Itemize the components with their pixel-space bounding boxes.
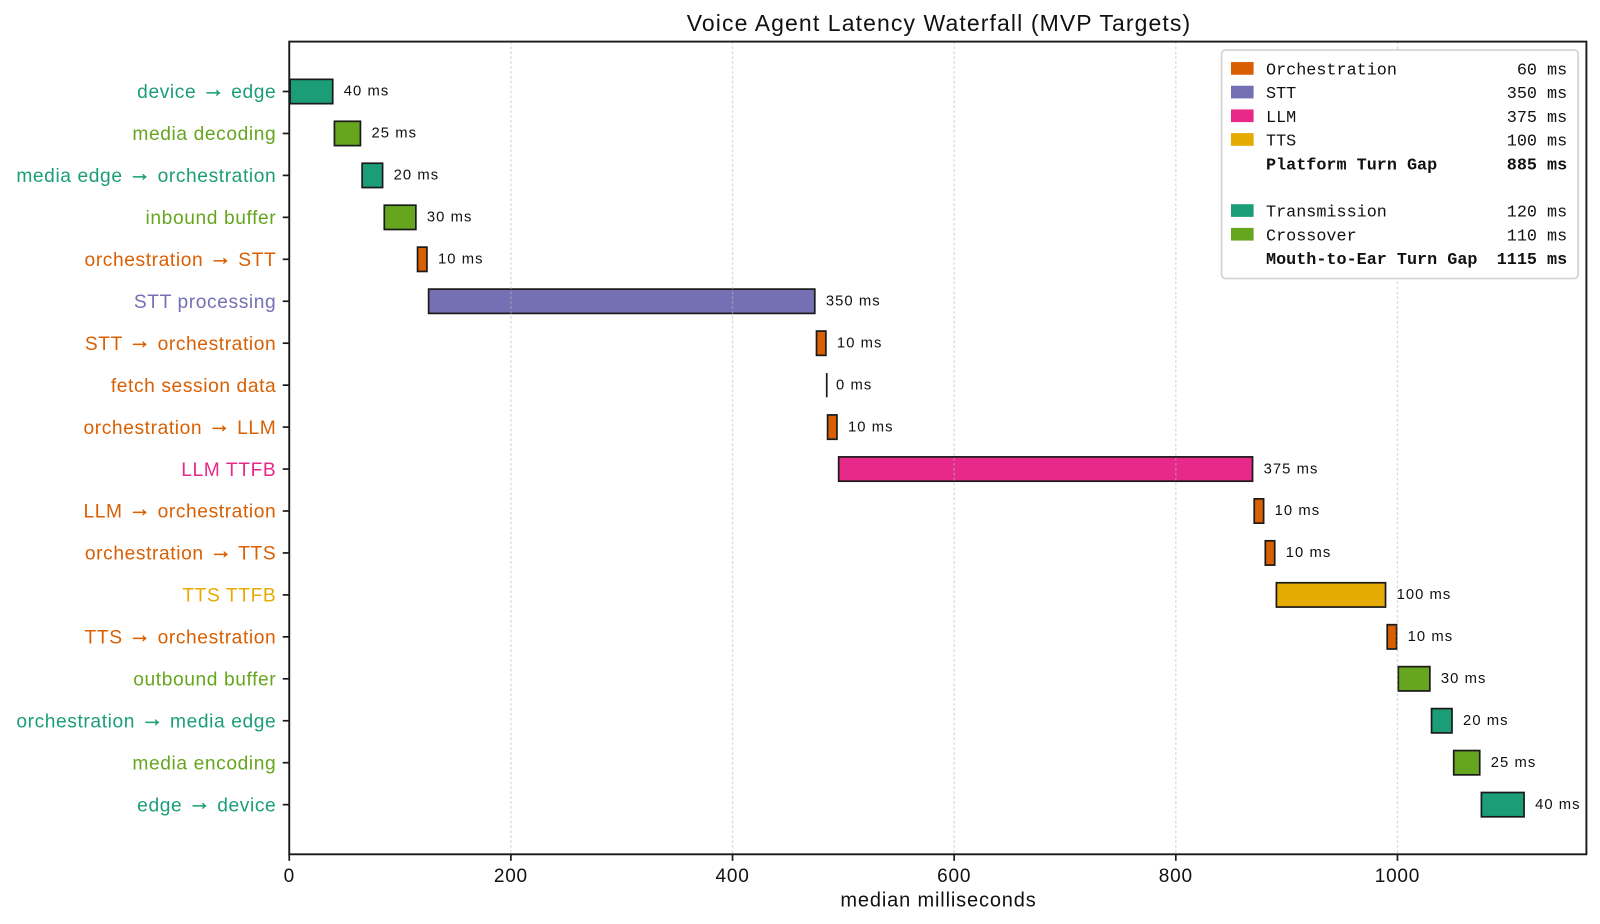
svg-text:885 ms: 885 ms [1507, 156, 1567, 175]
svg-text:TTS: TTS [1266, 133, 1296, 152]
svg-text:TTS TTFB: TTS TTFB [182, 586, 276, 607]
svg-text:350 ms: 350 ms [826, 293, 881, 309]
svg-text:Crossover: Crossover [1266, 227, 1357, 246]
svg-text:20 ms: 20 ms [394, 168, 440, 184]
svg-text:120 ms: 120 ms [1507, 204, 1567, 223]
svg-text:10 ms: 10 ms [1408, 629, 1454, 645]
svg-text:0 ms: 0 ms [836, 377, 872, 393]
svg-text:800: 800 [1159, 866, 1193, 887]
svg-text:fetch session data: fetch session data [111, 376, 276, 397]
svg-text:100 ms: 100 ms [1507, 133, 1567, 152]
svg-text:600: 600 [937, 866, 971, 887]
svg-text:1000: 1000 [1375, 866, 1420, 887]
svg-text:110 ms: 110 ms [1507, 227, 1567, 246]
svg-text:median milliseconds: median milliseconds [840, 890, 1036, 912]
svg-text:400: 400 [715, 866, 749, 887]
svg-text:0: 0 [284, 866, 295, 887]
svg-text:10 ms: 10 ms [837, 335, 883, 351]
svg-text:media decoding: media decoding [132, 124, 276, 145]
svg-text:Mouth-to-Ear Turn Gap: Mouth-to-Ear Turn Gap [1266, 251, 1477, 270]
svg-text:375 ms: 375 ms [1264, 461, 1319, 477]
svg-text:LLM TTFB: LLM TTFB [181, 460, 276, 481]
svg-text:Transmission: Transmission [1266, 204, 1387, 223]
svg-text:375 ms: 375 ms [1507, 109, 1567, 128]
svg-text:10 ms: 10 ms [848, 419, 894, 435]
svg-text:STT processing: STT processing [134, 292, 276, 313]
svg-text:10 ms: 10 ms [1286, 545, 1332, 561]
svg-text:LLM: LLM [1266, 109, 1296, 128]
svg-text:Platform Turn Gap: Platform Turn Gap [1266, 156, 1437, 175]
svg-text:60 ms: 60 ms [1517, 62, 1567, 81]
svg-text:25 ms: 25 ms [1491, 755, 1537, 771]
svg-text:25 ms: 25 ms [371, 126, 417, 142]
svg-text:Orchestration: Orchestration [1266, 62, 1397, 81]
svg-text:outbound buffer: outbound buffer [133, 670, 276, 691]
svg-text:30 ms: 30 ms [1441, 671, 1487, 687]
svg-text:100 ms: 100 ms [1397, 587, 1452, 603]
svg-text:30 ms: 30 ms [427, 210, 473, 226]
svg-text:media encoding: media encoding [132, 753, 276, 774]
svg-text:10 ms: 10 ms [1275, 503, 1321, 519]
svg-text:350 ms: 350 ms [1507, 85, 1567, 104]
svg-text:200: 200 [494, 866, 528, 887]
svg-text:40 ms: 40 ms [1535, 797, 1581, 813]
svg-text:10 ms: 10 ms [438, 252, 484, 268]
svg-text:inbound buffer: inbound buffer [146, 208, 277, 229]
svg-text:STT: STT [1266, 85, 1296, 104]
svg-text:20 ms: 20 ms [1463, 713, 1509, 729]
svg-text:40 ms: 40 ms [344, 84, 390, 100]
svg-text:1115 ms: 1115 ms [1497, 251, 1568, 270]
svg-text:Voice Agent Latency Waterfall: Voice Agent Latency Waterfall (MVP Targe… [687, 10, 1192, 36]
